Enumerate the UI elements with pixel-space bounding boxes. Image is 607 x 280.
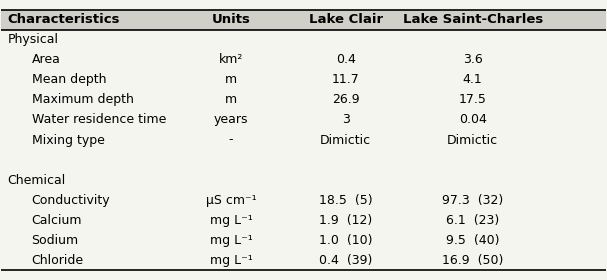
Text: mg L⁻¹: mg L⁻¹ xyxy=(209,234,253,247)
Text: 0.4: 0.4 xyxy=(336,53,356,66)
Text: km²: km² xyxy=(219,53,243,66)
Text: Area: Area xyxy=(32,53,61,66)
Text: mg L⁻¹: mg L⁻¹ xyxy=(209,254,253,267)
Text: 11.7: 11.7 xyxy=(332,73,360,86)
Text: years: years xyxy=(214,113,248,127)
Text: Dimictic: Dimictic xyxy=(447,134,498,146)
Text: 9.5  (40): 9.5 (40) xyxy=(446,234,500,247)
Text: Conductivity: Conductivity xyxy=(32,194,110,207)
Text: 0.04: 0.04 xyxy=(459,113,487,127)
Text: 1.9  (12): 1.9 (12) xyxy=(319,214,373,227)
Text: m: m xyxy=(225,94,237,106)
Text: 26.9: 26.9 xyxy=(332,94,359,106)
Text: 16.9  (50): 16.9 (50) xyxy=(442,254,503,267)
Text: Mean depth: Mean depth xyxy=(32,73,106,86)
Text: 17.5: 17.5 xyxy=(459,94,487,106)
Text: -: - xyxy=(229,134,233,146)
Text: Units: Units xyxy=(212,13,251,26)
Text: 6.1  (23): 6.1 (23) xyxy=(446,214,500,227)
Text: 4.1: 4.1 xyxy=(463,73,483,86)
Text: Lake Clair: Lake Clair xyxy=(309,13,383,26)
Text: Physical: Physical xyxy=(7,33,58,46)
Text: Characteristics: Characteristics xyxy=(7,13,120,26)
Text: Sodium: Sodium xyxy=(32,234,79,247)
Text: 3: 3 xyxy=(342,113,350,127)
Text: Chemical: Chemical xyxy=(7,174,66,186)
Text: Dimictic: Dimictic xyxy=(320,134,371,146)
Bar xyxy=(1,10,606,30)
Text: 0.4  (39): 0.4 (39) xyxy=(319,254,373,267)
Text: Water residence time: Water residence time xyxy=(32,113,166,127)
Text: Mixing type: Mixing type xyxy=(32,134,104,146)
Text: Maximum depth: Maximum depth xyxy=(32,94,134,106)
Text: m: m xyxy=(225,73,237,86)
Text: mg L⁻¹: mg L⁻¹ xyxy=(209,214,253,227)
Text: Chloride: Chloride xyxy=(32,254,84,267)
Text: 1.0  (10): 1.0 (10) xyxy=(319,234,373,247)
Text: Calcium: Calcium xyxy=(32,214,82,227)
Text: Lake Saint-Charles: Lake Saint-Charles xyxy=(402,13,543,26)
Text: 18.5  (5): 18.5 (5) xyxy=(319,194,373,207)
Text: μS cm⁻¹: μS cm⁻¹ xyxy=(206,194,256,207)
Text: 3.6: 3.6 xyxy=(463,53,483,66)
Text: 97.3  (32): 97.3 (32) xyxy=(442,194,503,207)
